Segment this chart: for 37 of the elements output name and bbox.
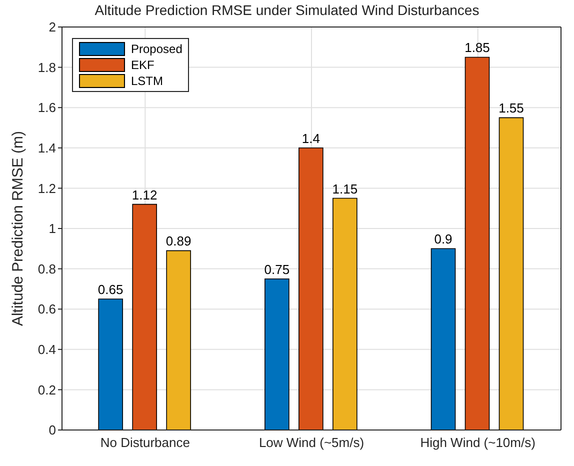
x-tick-label: Low Wind (~5m/s): [258, 435, 364, 450]
y-tick-label: 0.8: [38, 261, 56, 276]
data-label: 0.89: [166, 234, 192, 249]
y-tick-label: 1.8: [38, 60, 56, 75]
y-tick-label: 0.4: [38, 342, 56, 358]
data-label: 1.85: [464, 40, 490, 56]
bar: [498, 117, 524, 430]
data-label: 1.55: [498, 100, 524, 116]
data-label: 1.4: [302, 130, 320, 146]
data-label: 0.9: [434, 232, 452, 247]
x-tick-label: No Disturbance: [100, 435, 190, 450]
bar: [464, 56, 490, 430]
bar: [264, 278, 290, 430]
bar: [132, 204, 157, 430]
y-tick-label: 0: [48, 422, 56, 438]
data-label: 1.12: [132, 187, 158, 202]
bar: [166, 250, 191, 430]
legend-label: EKF: [131, 57, 154, 73]
y-tick-label: 1.4: [38, 140, 56, 156]
legend-label: LSTM: [131, 73, 164, 89]
data-label: 0.65: [98, 282, 124, 298]
bar: [298, 148, 324, 430]
legend-label: Proposed: [131, 41, 182, 57]
bar: [98, 298, 123, 430]
y-tick-label: 0.2: [38, 382, 56, 398]
x-tick-label: High Wind (~10m/s): [420, 435, 536, 450]
y-tick-label: 0.6: [38, 302, 56, 317]
bar: [332, 198, 358, 430]
y-axis-title: Altitude Prediction RMSE (m): [9, 130, 26, 326]
chart-title: Altitude Prediction RMSE under Simulated Wind Disturbances: [94, 2, 480, 18]
y-tick-label: 1: [48, 221, 56, 236]
data-label: 0.75: [264, 262, 290, 277]
y-tick-label: 1.2: [38, 180, 56, 196]
y-tick-label: 1.6: [38, 100, 56, 116]
y-tick-label: 2: [48, 20, 56, 35]
data-label: 1.15: [332, 181, 358, 196]
bar: [430, 248, 456, 430]
